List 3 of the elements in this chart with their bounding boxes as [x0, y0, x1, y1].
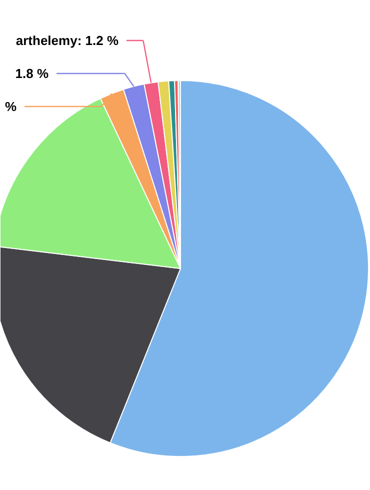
legend-label: arthelemy: 1.2 %: [16, 33, 119, 48]
data-label: %: [4, 99, 17, 114]
data-label: 1.8 %: [15, 66, 49, 81]
